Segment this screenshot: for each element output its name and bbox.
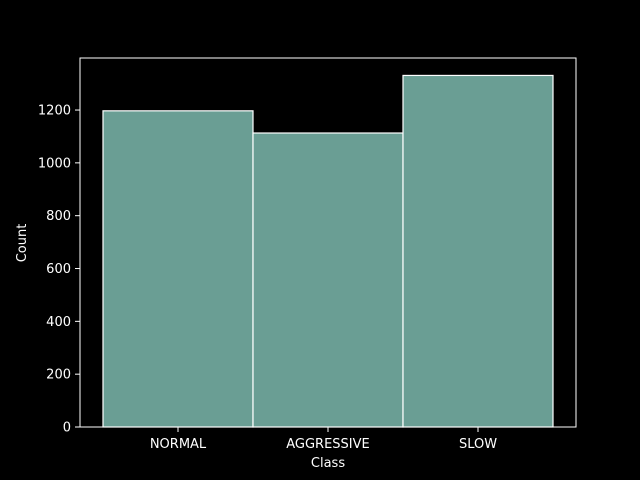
- y-tick-label: 400: [46, 315, 71, 330]
- bar-slow: [402, 74, 554, 428]
- y-tick-label: 1200: [38, 104, 71, 119]
- axes-spines: [79, 57, 577, 428]
- x-tick-label: NORMAL: [150, 437, 207, 452]
- y-tick-label: 0: [63, 421, 71, 436]
- y-tick-label: 1000: [38, 156, 71, 171]
- axes-frame: [79, 57, 577, 428]
- y-tick-label: 600: [46, 262, 71, 277]
- x-axis-ticks: NORMAL AGGRESSIVE SLOW: [150, 427, 497, 452]
- y-tick-label: 200: [46, 368, 71, 383]
- bars-group: [102, 74, 554, 428]
- x-axis-label: Class: [311, 456, 345, 471]
- x-tick-label: SLOW: [459, 437, 497, 452]
- x-tick-label: AGGRESSIVE: [286, 437, 370, 452]
- y-axis-label: Count: [15, 224, 30, 263]
- bar-aggressive: [252, 132, 404, 428]
- bar-normal: [102, 110, 254, 428]
- y-tick-label: 800: [46, 209, 71, 224]
- y-axis-ticks: 0 200 400 600 800 1000 1200: [38, 104, 80, 436]
